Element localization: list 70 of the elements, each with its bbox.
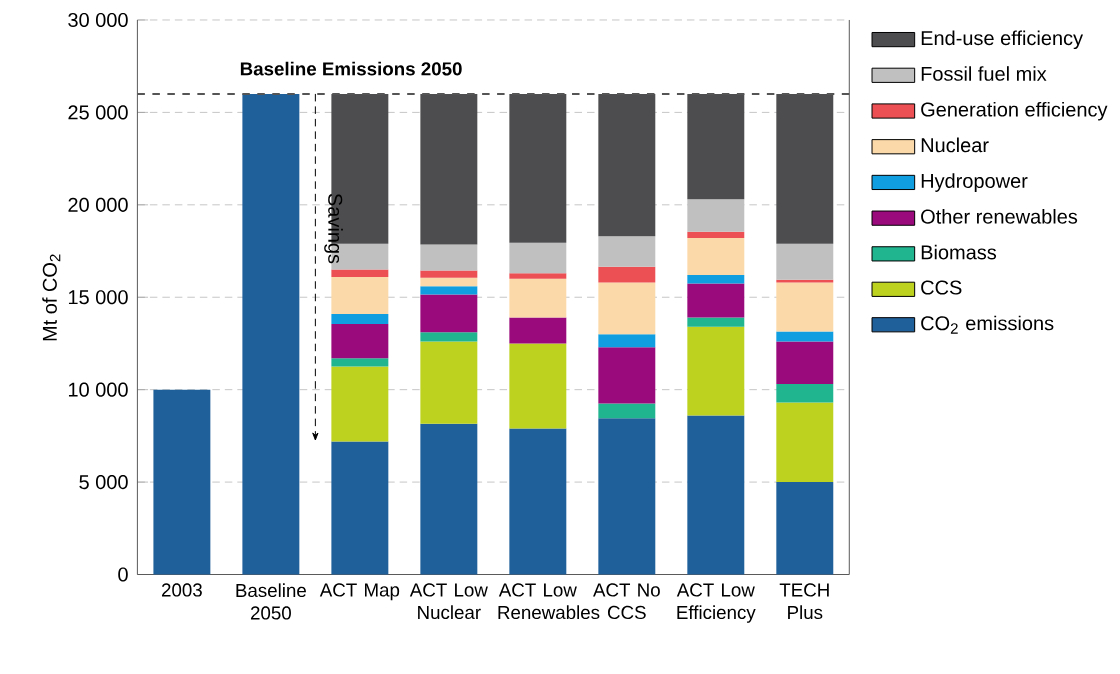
bar [331,323,389,359]
bar [687,415,745,575]
x-tick-label: ACT Low Efficiency [676,583,756,623]
bar [687,317,745,327]
bar [153,389,211,575]
legend-label: Biomass [921,244,997,260]
x-tick-label: 2003 [161,583,202,597]
legend-label: Fossil fuel mix [921,65,1047,81]
bar [598,282,656,335]
bar [331,441,389,575]
bar [687,274,745,284]
annotation: Savings [324,193,343,264]
bar [598,266,656,283]
y-tick-label: 5 000 [79,474,128,489]
ref-line-label: Baseline Emissions 2050 [240,61,462,76]
x-tick-label: ACT Low Nuclear [409,583,488,619]
bar [420,277,478,286]
bar [420,294,478,333]
y-tick-label: 30 000 [68,12,128,27]
bar [420,285,478,295]
legend-label: Hydropower [921,173,1028,192]
y-tick-label: 25 000 [68,105,128,120]
bar [687,237,745,275]
bar [687,231,745,238]
bar [598,418,656,575]
bar [331,358,389,367]
bar [598,334,656,347]
x-tick-label: Baseline 2050 [236,583,306,620]
bar [509,242,567,274]
bar [509,278,567,318]
bar [242,93,300,575]
y-tick-label: 20 000 [68,197,128,212]
bar [687,283,745,318]
bar [509,273,567,279]
bar [776,481,834,575]
bar [687,199,745,232]
bar [509,428,567,575]
bar [331,313,389,324]
y-tick-label: 15 000 [68,289,128,305]
bar [509,317,567,344]
legend-label: Other renewables [921,208,1078,224]
bar [598,236,656,267]
y-tick-label: 10 000 [68,382,128,397]
legend-label: CO$_{2}$ emissions [921,315,1054,334]
bar [776,282,834,332]
legend-label: Nuclear [921,137,989,153]
y-axis-title: Mt of CO$_{2}$ [42,254,61,341]
bar [776,402,834,482]
bar [776,331,834,342]
y-tick-label: 0 [118,567,128,582]
legend-label: Generation efficiency [921,101,1108,121]
bar [331,366,389,442]
bar [420,270,478,278]
bar [509,343,567,429]
bar [331,276,389,314]
bar [331,269,389,277]
bar [598,403,656,419]
legend-label: End-use efficiency [921,30,1084,49]
bar [598,346,656,404]
bar [420,423,478,575]
bar [776,341,834,384]
bar [420,332,478,342]
bar [420,341,478,424]
bar [420,244,478,271]
x-tick-label: ACT Map [319,583,400,601]
bar [687,326,745,416]
bar [776,383,834,403]
x-tick-label: TECH Plus [779,583,829,619]
bar [776,243,834,280]
legend-label: CCS [921,280,962,295]
